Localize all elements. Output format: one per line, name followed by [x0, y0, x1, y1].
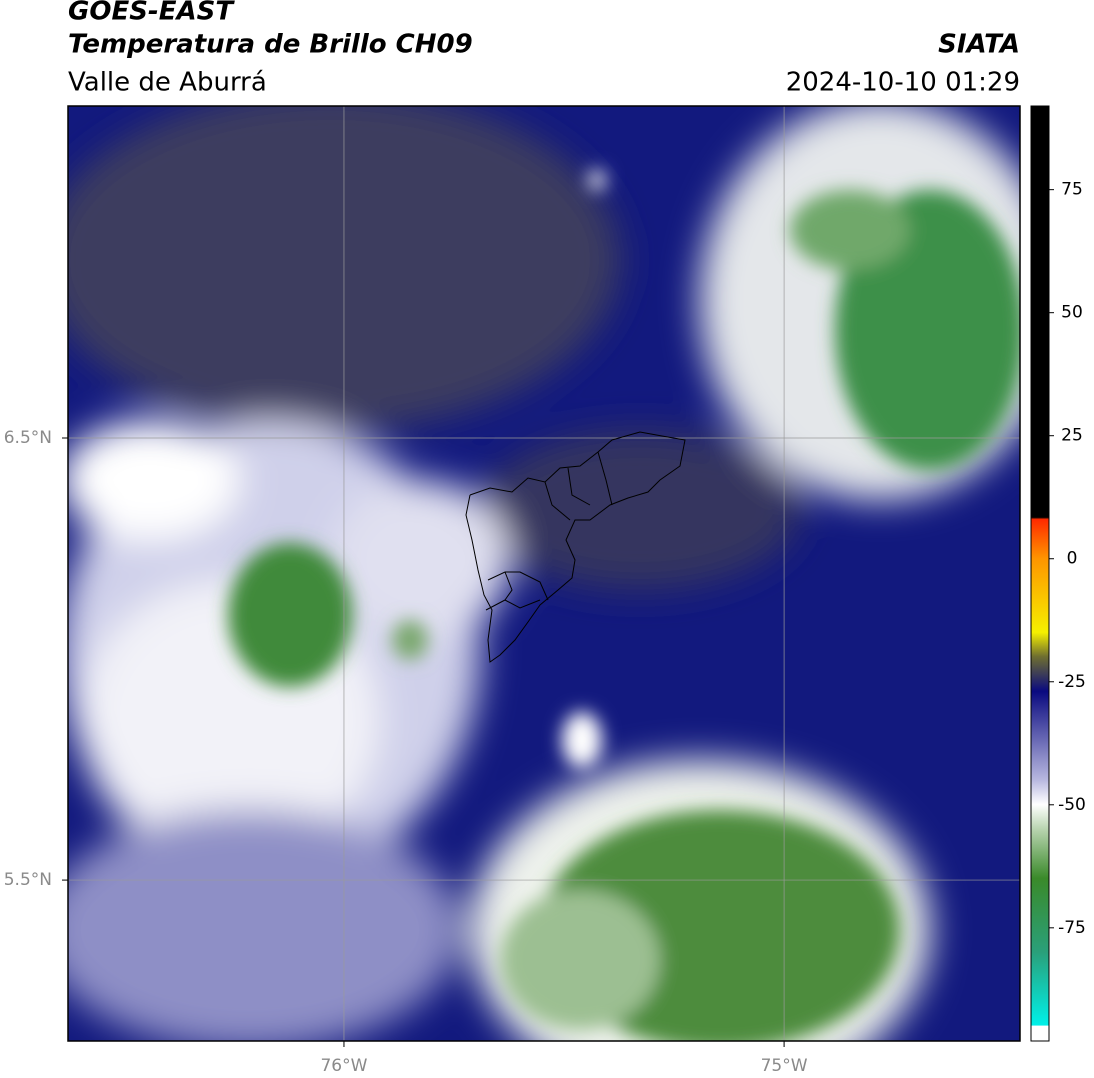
satellite-image	[68, 106, 1020, 1041]
graticule	[68, 106, 1020, 1041]
colorbar-ticks: 75 50 25 0 -25 -50 -75	[1049, 180, 1086, 938]
boundary	[544, 481, 571, 521]
datetime: 2024-10-10 01:29	[786, 68, 1020, 98]
x-tick-label: 75°W	[761, 1056, 808, 1076]
colorbar-tick-label: 0	[1067, 549, 1078, 569]
boundary	[504, 571, 513, 601]
basin-outline	[465, 431, 686, 663]
colorbar-tick-label: -50	[1058, 795, 1086, 815]
colorbar-tick-label: 75	[1061, 180, 1083, 200]
y-tick-label: 5.5°N	[4, 870, 52, 890]
subtitle: Temperatura de Brillo CH09	[68, 30, 473, 60]
region: Valle de Aburrá	[68, 68, 267, 98]
source: SIATA	[938, 30, 1020, 60]
colorbar	[1030, 105, 1050, 1042]
boundary	[567, 467, 591, 506]
boundary	[597, 451, 613, 506]
boundary	[485, 599, 541, 611]
boundary	[465, 431, 686, 663]
x-tick-label: 76°W	[320, 1056, 367, 1076]
y-tick-label: 6.5°N	[4, 428, 52, 448]
colorbar-tick-label: 50	[1061, 303, 1083, 323]
boundary	[487, 571, 549, 601]
colorbar-tick-label: -75	[1058, 918, 1086, 938]
colorbar-tick-label: -25	[1058, 672, 1086, 692]
title: GOES-EAST	[68, 0, 235, 27]
map-frame	[67, 105, 1021, 1042]
colorbar-tick-label: 25	[1061, 426, 1083, 446]
